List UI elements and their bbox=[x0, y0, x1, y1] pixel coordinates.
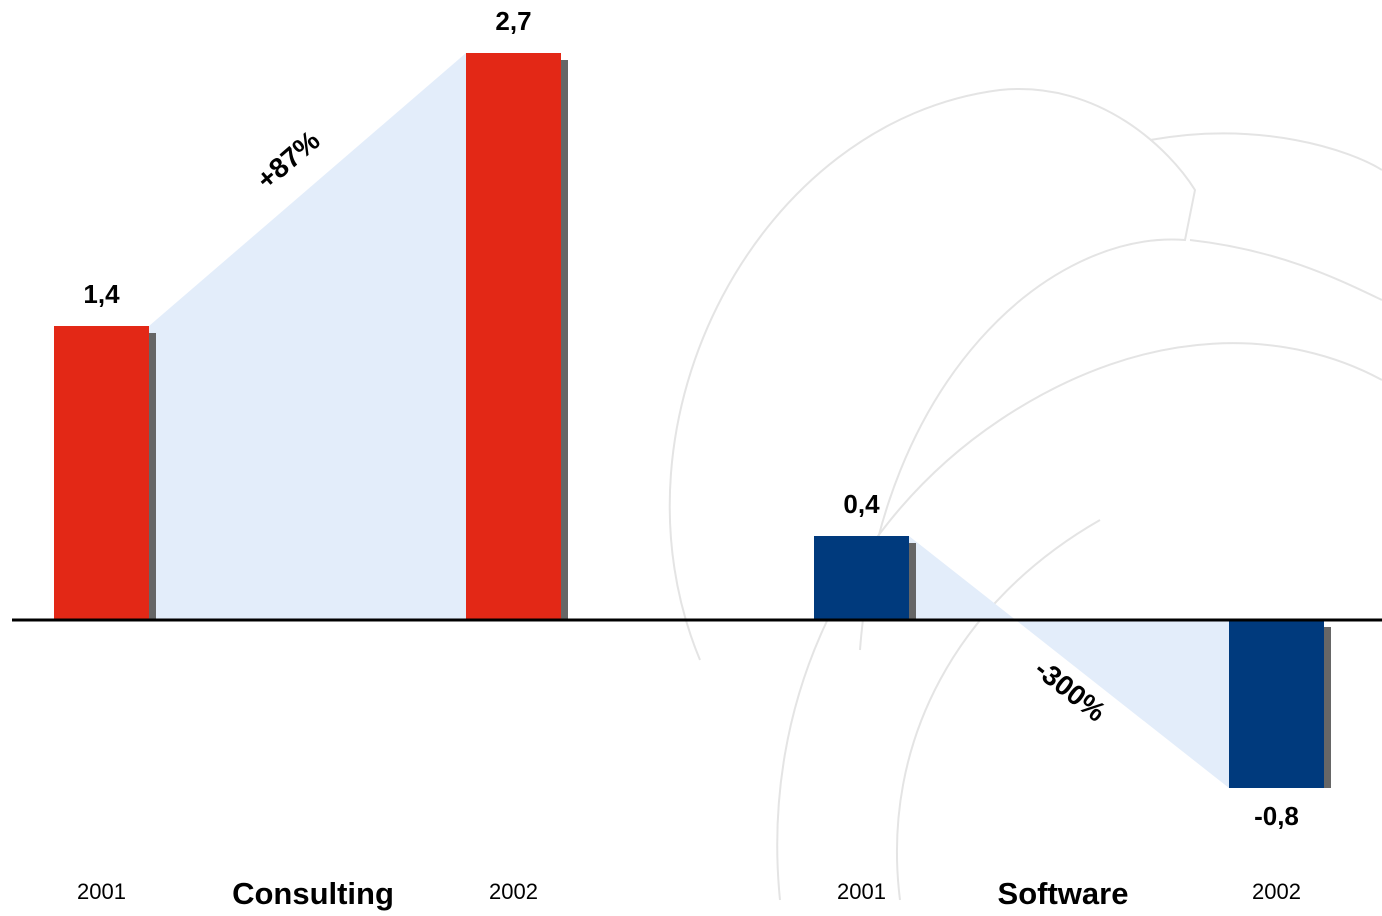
watermark-arc bbox=[1149, 132, 1382, 171]
watermark-arc bbox=[1189, 239, 1382, 301]
value-label: 2,7 bbox=[495, 6, 531, 36]
change-band bbox=[149, 53, 466, 620]
watermark bbox=[668, 88, 1382, 901]
change-band bbox=[909, 536, 1229, 788]
x-tick-label: 2001 bbox=[837, 879, 886, 904]
x-tick-label: 2002 bbox=[489, 879, 538, 904]
value-label: 0,4 bbox=[843, 489, 880, 519]
bar bbox=[814, 536, 909, 620]
bar bbox=[54, 326, 149, 620]
value-label: -0,8 bbox=[1254, 801, 1299, 831]
bar bbox=[466, 53, 561, 620]
bar bbox=[1229, 620, 1324, 788]
group-label: Consulting bbox=[232, 876, 394, 911]
value-label: 1,4 bbox=[83, 279, 120, 309]
group-label: Software bbox=[998, 876, 1129, 911]
watermark-arc bbox=[776, 342, 1382, 901]
watermark-arc bbox=[668, 88, 1197, 661]
watermark-arc bbox=[895, 519, 1101, 901]
x-tick-label: 2002 bbox=[1252, 879, 1301, 904]
x-tick-label: 2001 bbox=[77, 879, 126, 904]
